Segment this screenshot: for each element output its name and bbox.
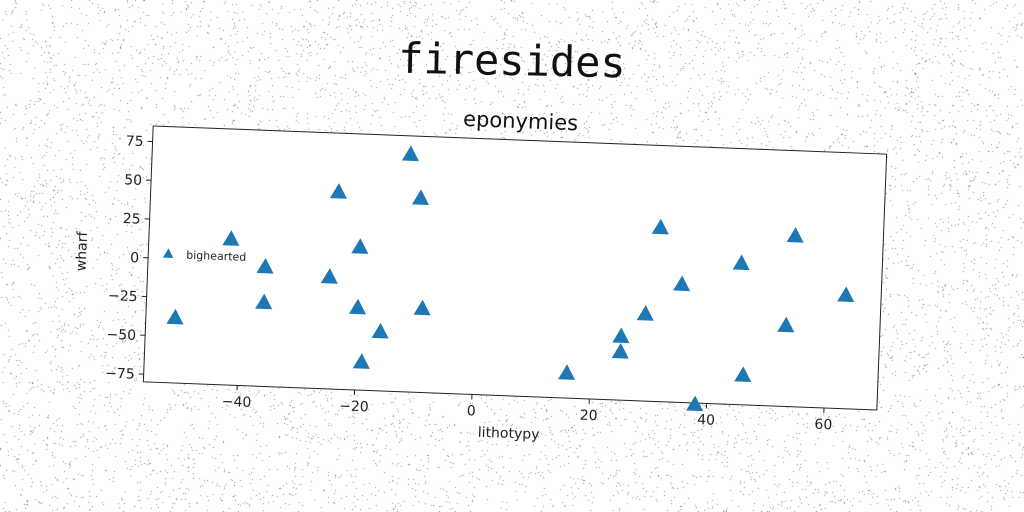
data-point-triangle [166,308,184,325]
data-point-triangle [329,183,347,199]
x-axis-label: lithotypy [478,425,540,443]
data-point-triangle [612,327,630,344]
legend-triangle-icon [162,248,174,258]
x-tick-label: 0 [467,403,477,419]
chart-title: eponymies [463,107,579,135]
data-points [166,145,855,412]
data-point-triangle [651,218,669,235]
y-tick-label: 25 [122,211,140,228]
data-point-triangle [371,322,389,339]
x-tick-label: 20 [579,408,597,425]
data-point-triangle [401,145,419,162]
x-tick-label: −40 [222,394,252,411]
data-point-triangle [255,293,273,310]
data-point-triangle [352,353,370,369]
y-axis-label: wharf [74,230,92,271]
y-tick-label: 50 [124,172,142,189]
data-point-triangle [411,189,430,206]
data-point-triangle [222,230,240,246]
data-point-triangle [413,299,431,316]
data-point-triangle [320,268,338,284]
y-tick-label: −75 [105,366,135,383]
y-tick-label: −25 [108,288,138,305]
data-point-triangle [732,254,750,271]
data-point-triangle [256,257,274,274]
data-point-triangle [636,305,654,321]
x-tick-label: −20 [339,398,369,415]
data-point-triangle [673,275,691,292]
data-point-triangle [557,364,576,380]
data-point-triangle [348,298,367,315]
data-point-triangle [837,286,855,303]
data-point-triangle [734,366,752,382]
y-tick-label: 0 [130,250,140,266]
plot-area-frame [142,125,888,411]
y-tick-label: −50 [106,327,136,344]
data-point-triangle [611,343,629,359]
x-tick-label: 40 [697,412,715,429]
data-point-triangle [351,238,369,254]
legend-label: bighearted [186,249,247,264]
legend: bighearted [162,248,247,264]
y-tick-label: 75 [125,133,143,150]
data-point-triangle [777,316,795,333]
y-axis-ticks: 75 50 25 0 −25 −50 −75 [105,133,153,383]
x-axis-ticks: −40 −20 0 20 40 60 [222,385,833,433]
data-point-triangle [686,395,704,412]
plot-group: eponymies lithotypy wharf −40 −20 0 20 40 60 … [74,107,888,443]
x-tick-label: 60 [814,417,832,434]
data-point-triangle [786,227,804,243]
